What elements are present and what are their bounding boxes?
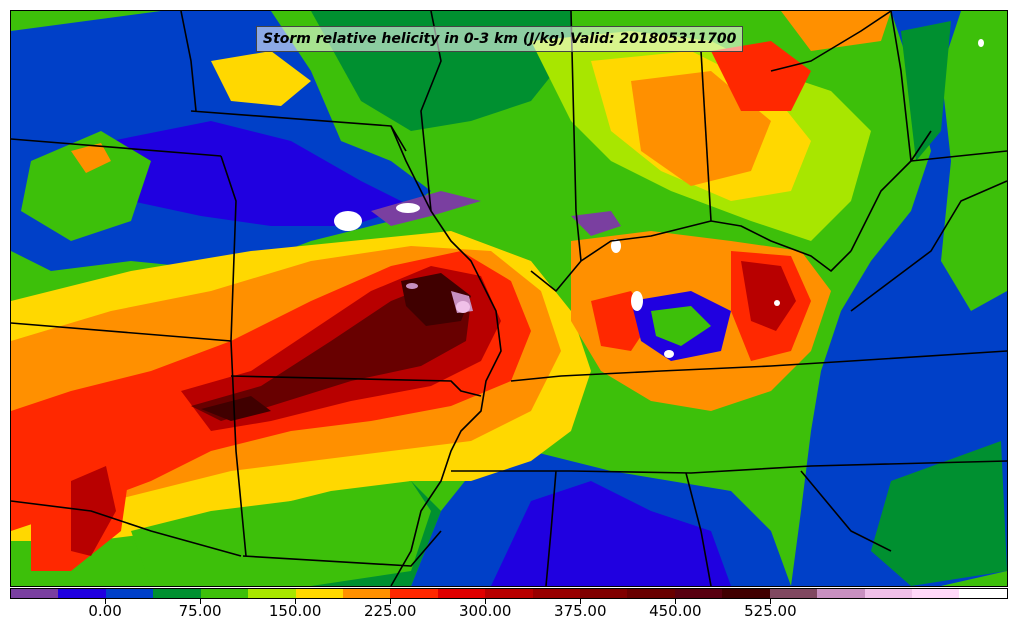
cell-pink-1	[406, 283, 418, 289]
colorbar-segment	[912, 589, 960, 598]
cell-white-6	[978, 39, 984, 47]
colorbar-tick-mark	[675, 599, 677, 604]
colorbar-tick-label: 300.00	[458, 602, 512, 620]
border-great-lakes	[770, 11, 892, 72]
border-ar-la	[242, 530, 442, 567]
field-plains-nearblack	[201, 396, 271, 421]
colorbar-tick-mark	[390, 599, 392, 604]
colorbar-tick-mark	[200, 599, 202, 604]
field-nw-darkblue	[111, 121, 411, 226]
field-south-darkblue	[491, 481, 731, 586]
field-missouri-core	[401, 273, 471, 326]
colorbar-tick-label: 150.00	[268, 602, 322, 620]
field-southcentral-green	[131, 481, 431, 586]
border-al-ga	[685, 472, 712, 586]
field-top-orange	[781, 11, 891, 51]
colorbar-segment	[105, 589, 154, 598]
colorbar-tick-mark	[580, 599, 582, 604]
colorbar-tick-mark	[105, 599, 107, 604]
colorbar-segment	[437, 589, 486, 598]
cell-white-1	[334, 211, 362, 231]
border-ky-tn	[510, 350, 1007, 382]
border-il-in	[570, 11, 582, 262]
colorbar-segment	[485, 589, 533, 598]
helicity-map-canvas	[11, 11, 1007, 586]
border-ms-al	[545, 470, 557, 586]
field-il-purple-band	[571, 211, 621, 236]
colorbar-segment	[627, 589, 675, 598]
state-borders	[11, 11, 1007, 586]
border-ks-ok	[11, 322, 232, 342]
colorbar-tick-label: 375.00	[554, 602, 607, 620]
cell-pink-2	[456, 301, 470, 313]
colorbar-segment	[390, 589, 438, 598]
border-oh-wv	[850, 130, 932, 252]
border-wv-va	[850, 180, 1007, 312]
colorbar-tick-label: 225.00	[363, 602, 417, 620]
colorbar-segment	[674, 589, 723, 598]
map-title-box: Storm relative helicity in 0-3 km (J/kg)…	[256, 26, 744, 52]
border-ok-tx	[11, 500, 242, 557]
colorbar-ticks: 0.00 75.00 150.00 225.00 300.00 375.00 450.00 5…	[10, 599, 1008, 633]
colorbar-segment	[11, 589, 59, 598]
border-tn-south	[451, 460, 1007, 474]
colorbar-segment	[342, 589, 391, 598]
border-ne-ks	[11, 138, 222, 157]
colorbar-tick-label: 0.00	[88, 602, 122, 620]
colorbar-segment	[959, 589, 1007, 598]
colorbar-segment	[295, 589, 343, 598]
border-ks-mo	[220, 155, 237, 342]
cell-white-2	[396, 203, 420, 213]
colorbar-tick-label: 75.00	[178, 602, 222, 620]
colorbar	[10, 588, 1008, 599]
field-east-green	[941, 11, 1007, 311]
map-title: Storm relative helicity in 0-3 km (J/kg)…	[263, 31, 737, 47]
colorbar-segment	[58, 589, 106, 598]
field-mo-purple-band	[371, 191, 481, 226]
field-nw-yellow-patch	[211, 51, 311, 106]
field-east-darkgreen	[901, 21, 951, 161]
border-mississippi	[390, 125, 502, 586]
colorbar-segment	[580, 589, 628, 598]
cell-white-3	[631, 291, 643, 311]
border-ga-sc	[800, 470, 892, 552]
colorbar-segment	[817, 589, 865, 598]
field-nw-green-patch	[21, 131, 151, 241]
colorbar-tick-mark	[770, 599, 772, 604]
field-ky-darkred-east	[741, 261, 796, 331]
cell-white-5	[664, 350, 674, 358]
colorbar-segment	[248, 589, 296, 598]
colorbar-tick-label: 525.00	[744, 602, 797, 620]
border-ohio-river	[530, 220, 852, 292]
border-ok-ar	[230, 340, 247, 557]
colorbar-segment	[722, 589, 770, 598]
colorbar-segment	[153, 589, 201, 598]
colorbar-tick-label: 450.00	[649, 602, 702, 620]
colorbar-segment	[864, 589, 913, 598]
border-mo-ar	[230, 375, 482, 397]
colorbar-segment	[532, 589, 581, 598]
border-wi-il	[180, 11, 197, 112]
field-se-green	[871, 441, 1007, 586]
cell-white-4	[611, 239, 621, 253]
field-ky-green	[651, 306, 711, 346]
colorbar-tick-mark	[295, 599, 297, 604]
colorbar-tick-mark	[485, 599, 487, 604]
field-plains-maroon	[191, 281, 471, 421]
colorbar-segment	[200, 589, 249, 598]
border-pa	[890, 11, 1007, 162]
colorbar-segment	[769, 589, 818, 598]
border-in-oh	[700, 50, 712, 222]
field-nw-orange-patch	[71, 143, 111, 173]
helicity-map: Storm relative helicity in 0-3 km (J/kg)…	[10, 10, 1008, 587]
field-ne-red-cells	[711, 41, 811, 111]
cell-white-7	[774, 300, 780, 306]
